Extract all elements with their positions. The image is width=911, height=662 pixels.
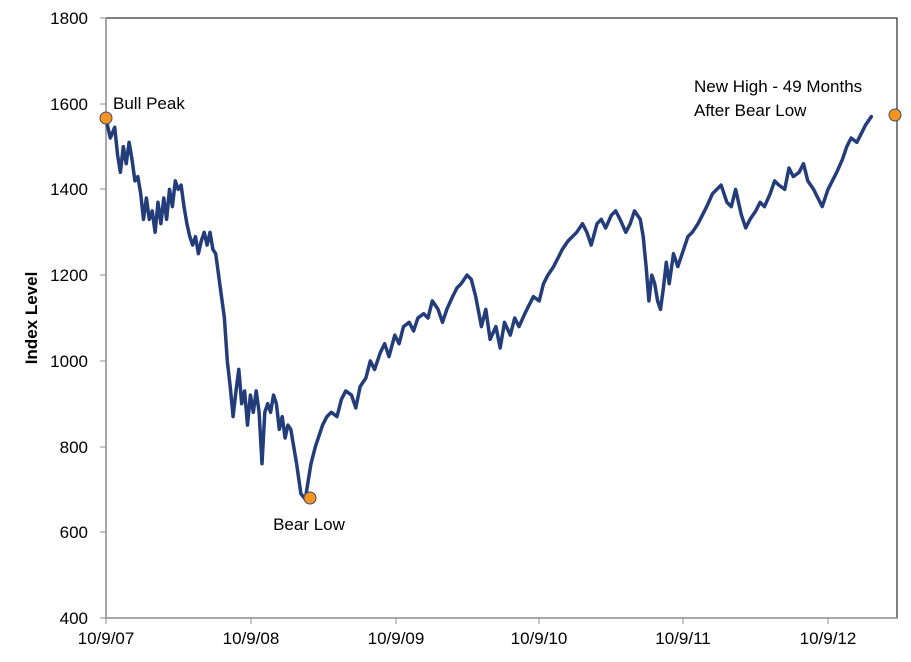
x-tick-10-9-09: 10/9/09 — [368, 629, 425, 648]
bear-low-marker — [303, 491, 317, 505]
y-tick-400: 400 — [60, 609, 88, 628]
bull-peak-marker — [99, 111, 113, 125]
y-tick-1600: 1600 — [50, 95, 88, 114]
x-tick-10-9-08: 10/9/08 — [223, 629, 280, 648]
x-tick-10-9-10: 10/9/10 — [511, 629, 568, 648]
new-high-label-line2: After Bear Low — [694, 101, 807, 120]
new-high-label-line1: New High - 49 Months — [694, 77, 862, 96]
x-tick-labels: 10/9/07 10/9/08 10/9/09 10/9/10 10/9/11 … — [78, 629, 857, 648]
x-tick-10-9-07: 10/9/07 — [78, 629, 135, 648]
y-axis-title: Index Level — [22, 272, 41, 365]
y-tick-labels: 1800 1600 1400 1200 1000 800 600 400 — [50, 9, 88, 628]
bull-peak-label: Bull Peak — [113, 94, 185, 113]
y-tick-800: 800 — [60, 438, 88, 457]
y-tick-600: 600 — [60, 523, 88, 542]
y-tick-1200: 1200 — [50, 266, 88, 285]
y-ticks — [100, 17, 106, 619]
x-ticks — [105, 618, 829, 624]
bear-low-label: Bear Low — [273, 515, 346, 534]
y-tick-1400: 1400 — [50, 180, 88, 199]
plot-area — [105, 17, 898, 619]
index-series-line — [104, 114, 874, 502]
y-tick-1800: 1800 — [50, 9, 88, 28]
new-high-marker — [888, 108, 902, 122]
y-tick-1000: 1000 — [50, 352, 88, 371]
x-tick-10-9-12: 10/9/12 — [800, 629, 857, 648]
x-tick-10-9-11: 10/9/11 — [655, 629, 710, 648]
